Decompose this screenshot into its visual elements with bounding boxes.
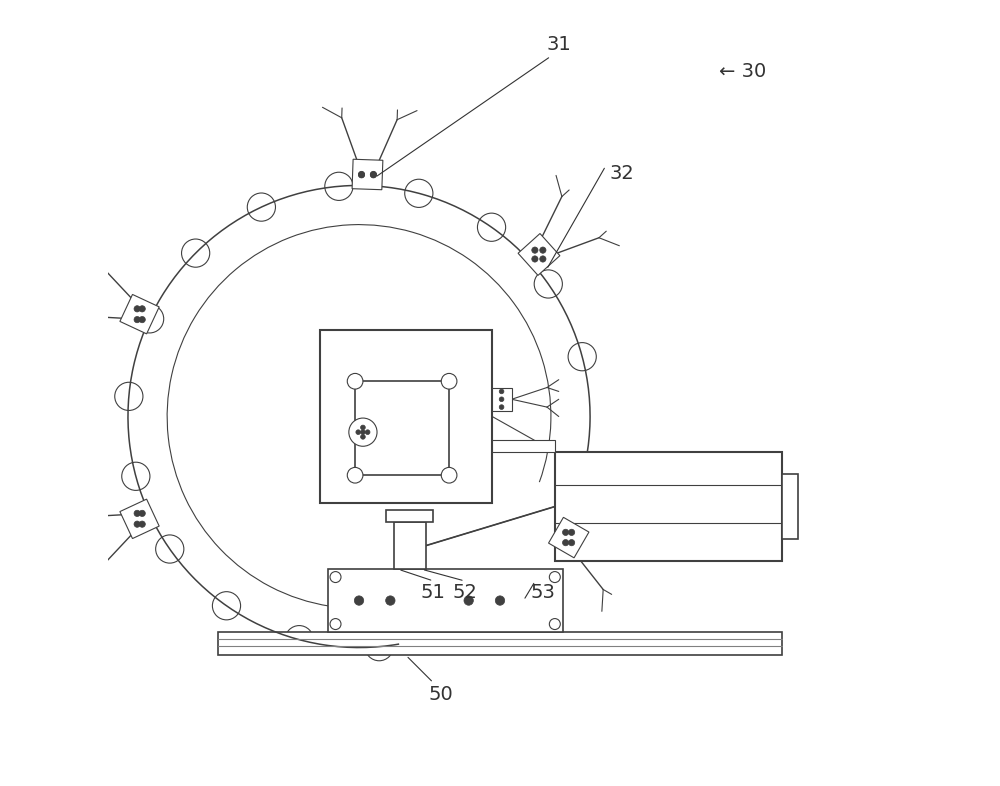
Circle shape [347,373,363,389]
Text: 53: 53 [531,583,556,602]
FancyBboxPatch shape [555,452,782,561]
FancyBboxPatch shape [386,510,433,522]
Polygon shape [120,499,159,538]
FancyBboxPatch shape [355,381,449,476]
FancyBboxPatch shape [492,387,512,411]
Circle shape [182,239,210,267]
Circle shape [134,521,140,527]
FancyBboxPatch shape [328,569,563,632]
Circle shape [354,596,364,605]
FancyBboxPatch shape [218,632,782,656]
Text: 32: 32 [609,164,634,183]
Circle shape [358,171,365,178]
Circle shape [139,306,145,312]
FancyBboxPatch shape [320,330,492,503]
Circle shape [532,247,538,253]
Circle shape [532,256,538,262]
Circle shape [370,171,377,178]
Circle shape [285,626,313,654]
Circle shape [139,521,145,527]
Text: 52: 52 [452,583,477,602]
Polygon shape [549,517,589,558]
Circle shape [134,306,140,312]
Circle shape [349,418,377,446]
Circle shape [464,596,473,605]
Circle shape [361,430,365,435]
Polygon shape [120,295,159,334]
Circle shape [156,535,184,563]
Circle shape [441,468,457,483]
Circle shape [370,171,377,178]
Circle shape [540,256,546,262]
Circle shape [534,270,562,298]
FancyBboxPatch shape [492,440,555,452]
Circle shape [139,317,145,323]
Circle shape [499,389,504,394]
Circle shape [568,529,575,535]
Circle shape [115,382,143,410]
Circle shape [361,425,365,430]
Circle shape [365,430,370,435]
Text: 31: 31 [546,35,571,54]
Text: 51: 51 [421,583,446,602]
Circle shape [330,619,341,630]
FancyBboxPatch shape [782,474,798,539]
Circle shape [347,468,363,483]
Circle shape [563,529,569,535]
Circle shape [563,539,569,545]
Circle shape [361,435,365,439]
Circle shape [136,305,164,333]
Circle shape [325,172,353,200]
Circle shape [441,373,457,389]
Circle shape [134,510,140,516]
Text: ← 30: ← 30 [719,62,767,82]
Circle shape [212,592,241,620]
Text: 50: 50 [429,685,454,704]
FancyBboxPatch shape [394,522,426,569]
Circle shape [495,596,505,605]
Circle shape [549,619,560,630]
Circle shape [568,343,596,371]
Circle shape [477,213,506,241]
Circle shape [549,571,560,582]
Circle shape [540,247,546,253]
Circle shape [499,405,504,410]
Circle shape [365,633,393,661]
Circle shape [386,596,395,605]
Circle shape [568,539,575,545]
Circle shape [356,430,361,435]
Circle shape [139,510,145,516]
Circle shape [499,397,504,402]
Circle shape [134,317,140,323]
Circle shape [122,462,150,490]
Polygon shape [352,160,383,189]
Polygon shape [518,233,560,275]
Circle shape [330,571,341,582]
Circle shape [358,171,365,178]
Circle shape [405,179,433,208]
Circle shape [247,193,275,221]
